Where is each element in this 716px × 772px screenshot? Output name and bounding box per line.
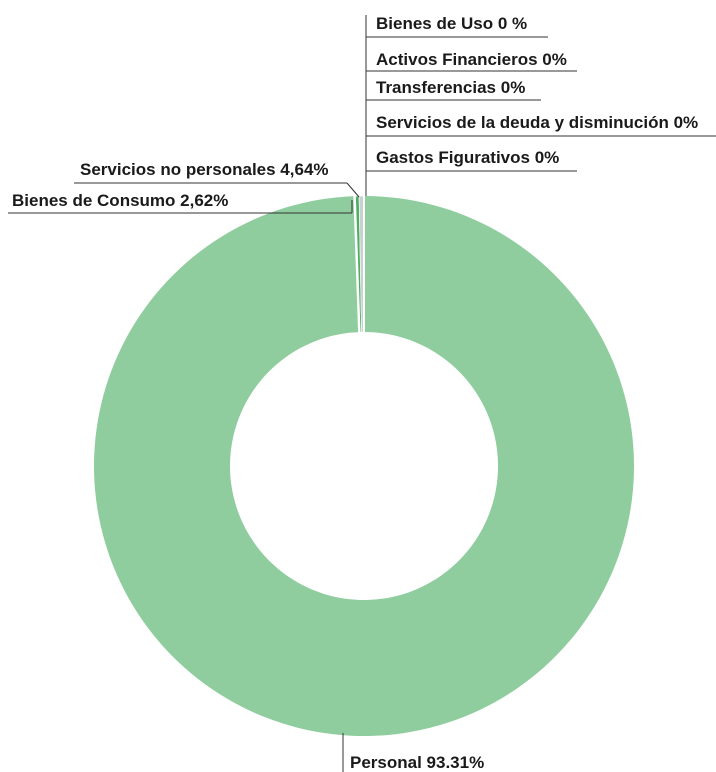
label-bienes-de-consumo: Bienes de Consumo 2,62% <box>12 191 228 210</box>
label-gastos-figurativos: Gastos Figurativos 0% <box>376 148 559 167</box>
label-transferencias: Transferencias 0% <box>376 78 525 97</box>
label-personal: Personal 93.31% <box>350 753 484 772</box>
donut-slices <box>93 194 634 736</box>
slice-separator <box>353 194 361 335</box>
label-activos-financieros: Activos Financieros 0% <box>376 50 567 69</box>
label-servicios-no-personales: Servicios no personales 4,64% <box>80 160 329 179</box>
leader-servicios-no-personales-d <box>346 182 360 198</box>
label-bienes-de-uso: Bienes de Uso 0 % <box>376 14 527 33</box>
slice-personal <box>93 196 634 736</box>
data-labels: Bienes de Uso 0 % Activos Financieros 0%… <box>8 14 716 772</box>
label-servicios-deuda: Servicios de la deuda y disminución 0% <box>376 113 698 132</box>
